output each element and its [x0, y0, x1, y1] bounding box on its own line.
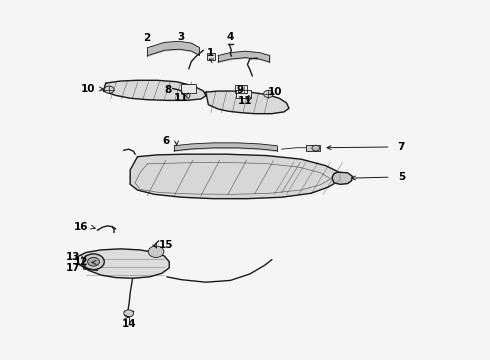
Circle shape — [148, 246, 164, 257]
Circle shape — [83, 254, 104, 270]
Bar — [306, 145, 320, 151]
Circle shape — [264, 90, 273, 98]
Text: 10: 10 — [80, 84, 95, 94]
Text: 8: 8 — [165, 85, 172, 95]
Circle shape — [124, 310, 134, 317]
Polygon shape — [103, 80, 206, 100]
Bar — [181, 84, 196, 93]
Polygon shape — [130, 154, 340, 199]
Text: 10: 10 — [268, 87, 283, 97]
Text: 2: 2 — [143, 33, 150, 43]
Bar — [236, 90, 251, 98]
Text: 15: 15 — [159, 240, 173, 250]
Polygon shape — [76, 249, 169, 278]
Text: 16: 16 — [74, 222, 89, 232]
Circle shape — [104, 86, 114, 93]
Text: 9: 9 — [237, 85, 244, 95]
Text: 17: 17 — [66, 263, 80, 273]
Polygon shape — [206, 91, 289, 114]
Text: 4: 4 — [227, 32, 234, 42]
Bar — [207, 53, 215, 59]
Text: 11: 11 — [238, 96, 252, 106]
Text: 1: 1 — [207, 48, 215, 58]
Text: 6: 6 — [162, 136, 170, 146]
Text: 11: 11 — [174, 93, 189, 103]
Text: 13: 13 — [66, 252, 80, 262]
Text: 14: 14 — [122, 319, 136, 329]
Circle shape — [88, 257, 99, 266]
Bar — [235, 85, 247, 93]
Text: 7: 7 — [398, 142, 405, 152]
Text: 12: 12 — [74, 257, 89, 267]
Polygon shape — [332, 172, 352, 184]
Text: 3: 3 — [177, 32, 184, 41]
Circle shape — [312, 145, 320, 151]
Text: 5: 5 — [398, 172, 405, 182]
